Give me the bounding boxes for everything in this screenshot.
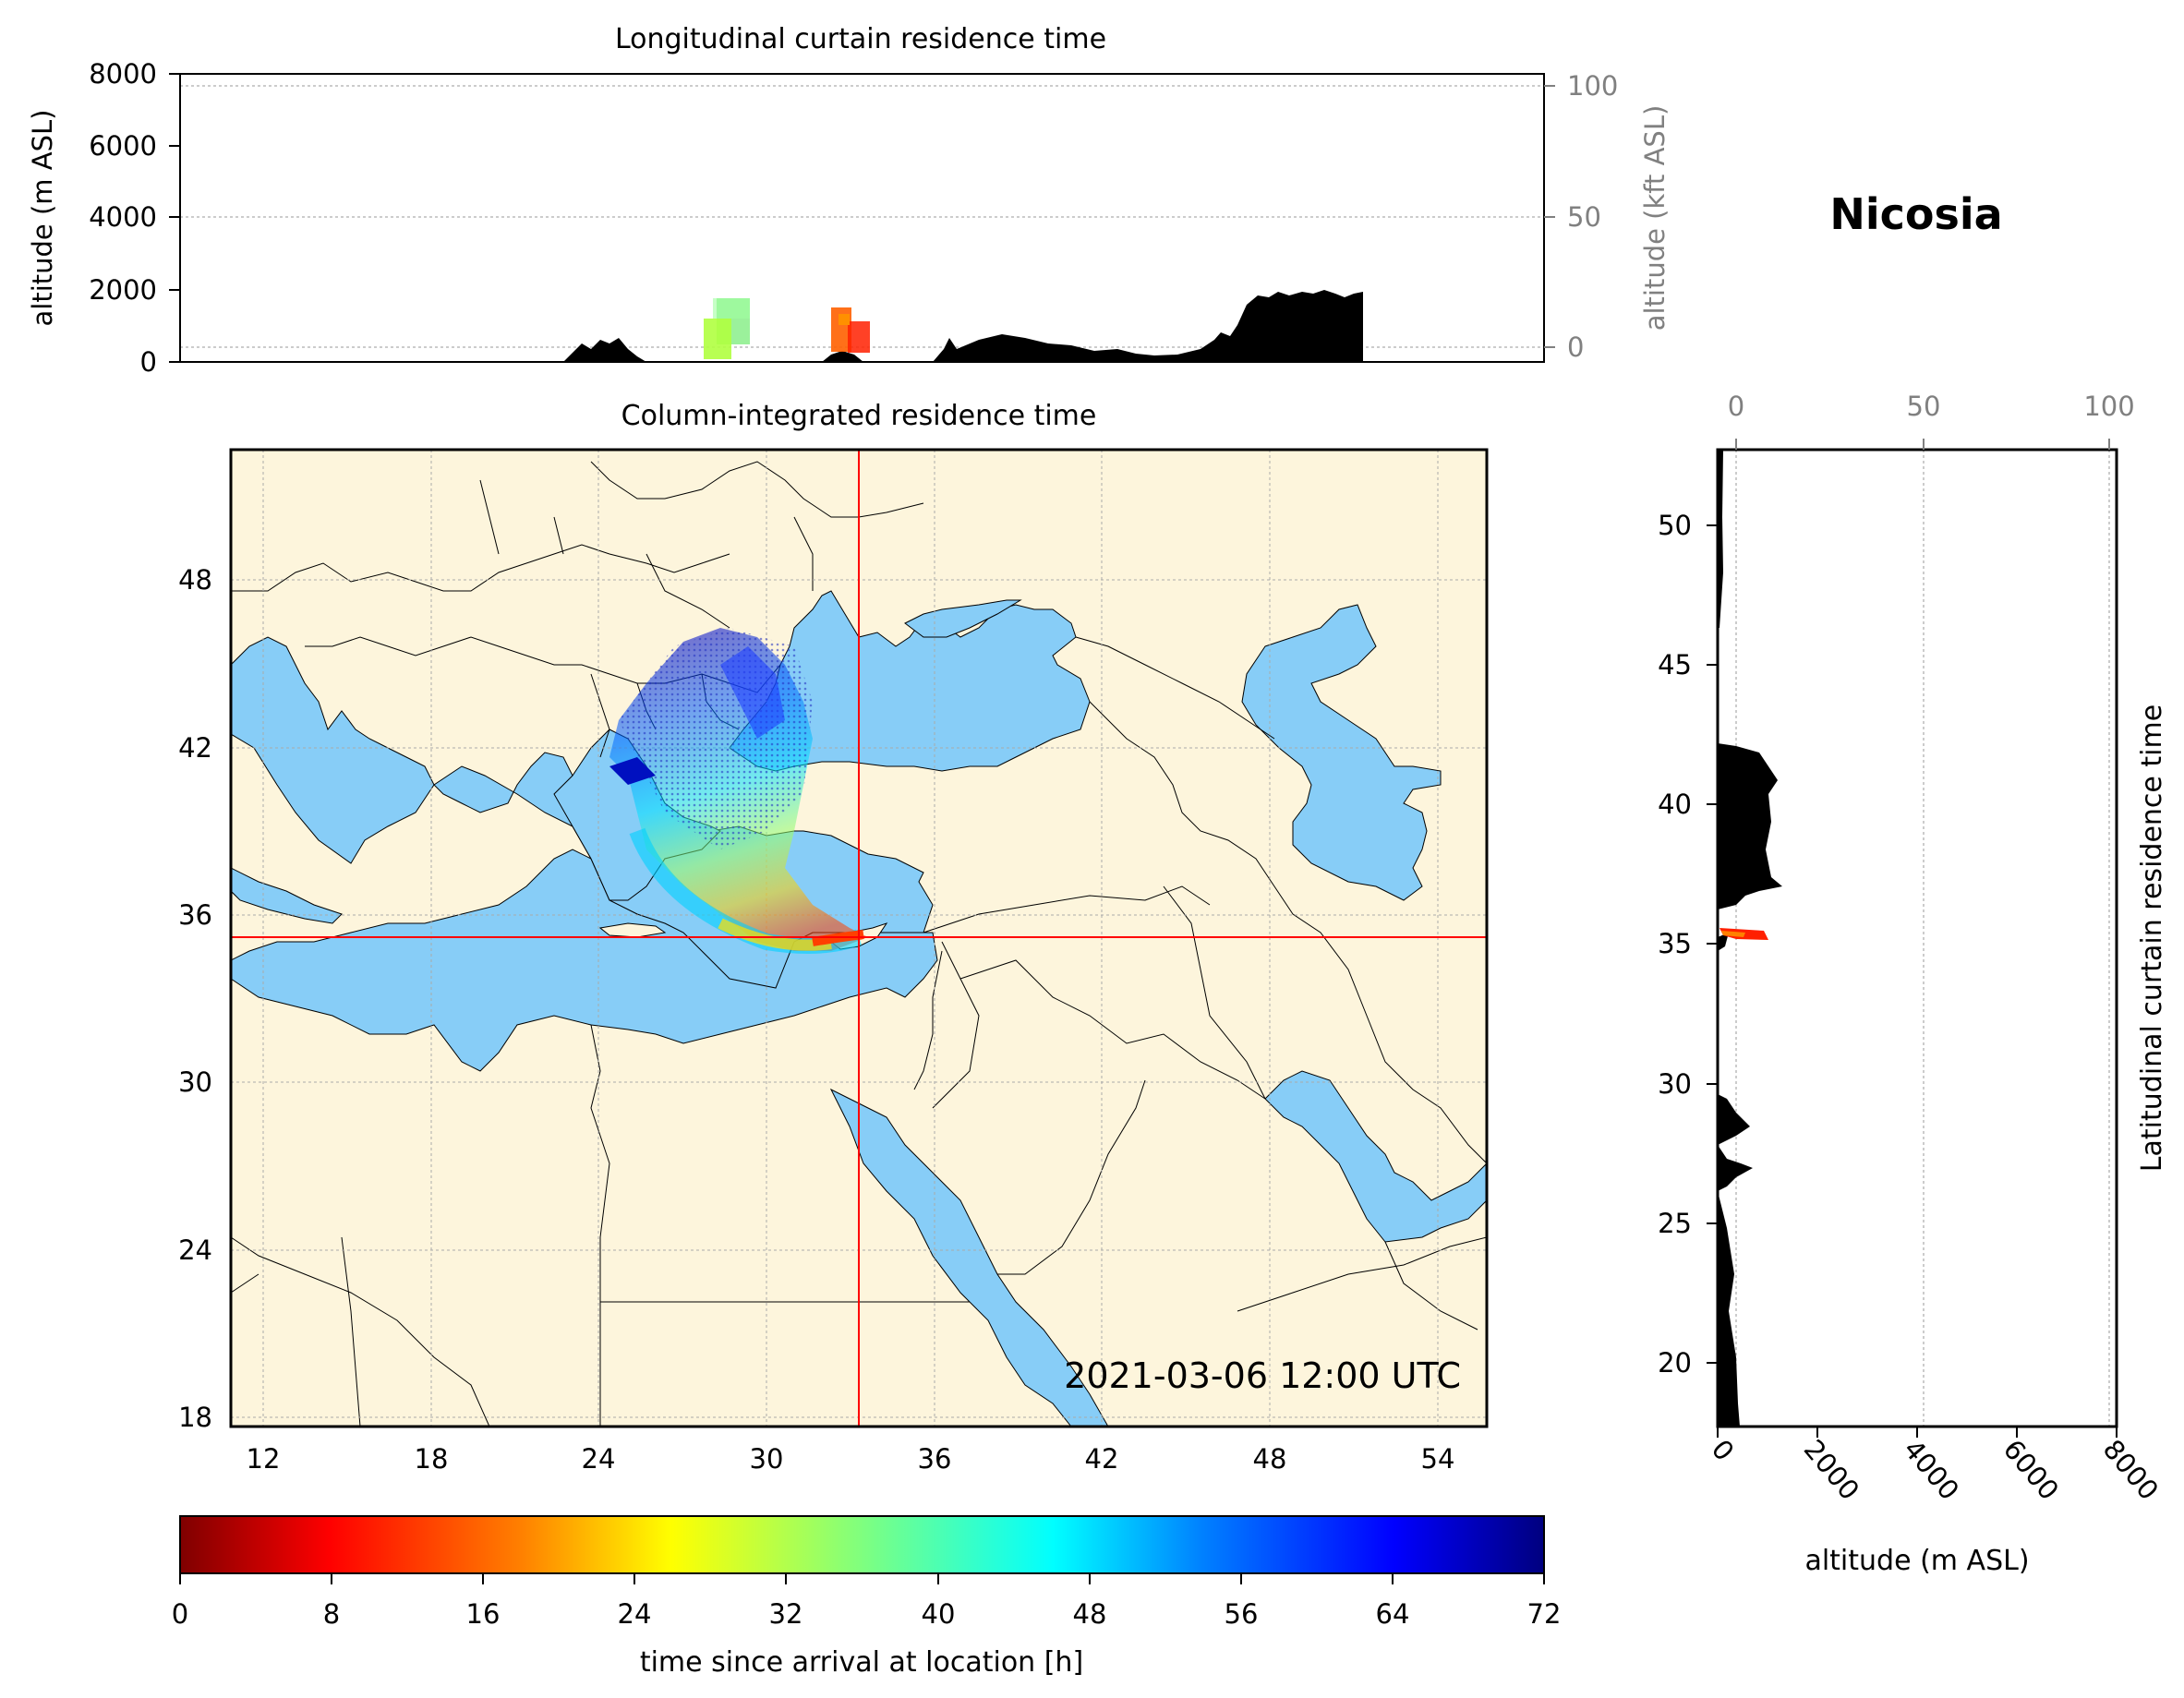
right-yaxis: 20 25 30 35 40 45 50	[1658, 510, 1718, 1379]
ytick-label: 2000	[89, 274, 157, 306]
colorbar-ticks	[179, 1573, 1545, 1584]
colorbar-tick-label: 8	[323, 1598, 340, 1630]
colorbar-tick-label: 0	[172, 1598, 188, 1630]
right-panel-label: Latitudinal curtain residence time	[2136, 704, 2168, 1172]
ytick-label: 50	[1567, 201, 1601, 233]
colorbar-tick-label: 16	[466, 1598, 501, 1630]
ytick-label: 0	[140, 346, 157, 378]
colorbar-gradient	[179, 1515, 1545, 1574]
caspian-sea	[1241, 604, 1442, 901]
ytick-label: 35	[1658, 928, 1692, 959]
map-frame	[229, 448, 1489, 1428]
top-left-yaxis: 0 2000 4000 6000 8000	[89, 58, 180, 378]
plume-curtain-longitudinal	[704, 298, 870, 359]
top-ylabel-left: altitude (m ASL)	[27, 110, 58, 327]
crete-island	[598, 922, 667, 938]
colorbar-tick-label: 72	[1527, 1598, 1562, 1630]
xtick-label: 48	[1253, 1443, 1287, 1475]
xtick-label: 6000	[1997, 1434, 2065, 1506]
xtick-label: 24	[582, 1443, 616, 1475]
colorbar-tick-label: 40	[922, 1598, 956, 1630]
map-xaxis: 12 18 24 30 36 42 48 54	[247, 1443, 1455, 1475]
xtick-label: 54	[1421, 1443, 1455, 1475]
xtick-label: 0	[1728, 391, 1744, 422]
xtick-label: 2000	[1798, 1434, 1865, 1506]
xtick-label: 30	[750, 1443, 784, 1475]
top-ylabel-right: altitude (kft ASL)	[1639, 105, 1671, 331]
ytick-label: 18	[178, 1402, 212, 1433]
map-title: Column-integrated residence time	[621, 400, 1097, 432]
xtick-label: 8000	[2097, 1434, 2165, 1506]
ytick-label: 0	[1567, 331, 1584, 363]
ytick-label: 48	[178, 564, 212, 596]
top-right-yaxis: 0 50 100	[1544, 70, 1618, 363]
colorbar: 0 8 16 24 32 40 48 56 64 72 time since a…	[172, 1515, 1562, 1679]
xtick-label: 12	[247, 1443, 281, 1475]
map-panel: 2021-03-06 12:00 UTC	[231, 450, 1487, 1427]
right-panel-frame	[1716, 448, 2118, 1428]
terrain-profile-longitudinal	[563, 290, 1363, 362]
colorbar-tick-label: 48	[1073, 1598, 1107, 1630]
black-sea	[729, 590, 1091, 772]
ytick-label: 30	[1658, 1068, 1692, 1100]
xtick-label: 4000	[1898, 1434, 1965, 1506]
colorbar-tick-label: 24	[618, 1598, 652, 1630]
xtick-label: 50	[1907, 391, 1941, 422]
ytick-label: 8000	[89, 58, 157, 90]
location-title: Nicosia	[1829, 189, 2002, 239]
top-panel: Longitudinal curtain residence time 0 20…	[27, 23, 1671, 378]
timestamp-label: 2021-03-06 12:00 UTC	[1064, 1355, 1461, 1396]
ytick-label: 40	[1658, 789, 1692, 820]
right-bottom-xaxis: 0 2000 4000 6000 8000	[1706, 1427, 2165, 1506]
xtick-label: 100	[2083, 391, 2134, 422]
xtick-label: 42	[1085, 1443, 1119, 1475]
right-top-xaxis: 0 50 100	[1728, 391, 2135, 450]
colorbar-tick-label: 56	[1225, 1598, 1259, 1630]
right-xlabel: altitude (m ASL)	[1804, 1545, 2029, 1577]
colorbar-tick-label: 64	[1376, 1598, 1410, 1630]
plume-curtain-latitudinal-core	[1721, 931, 1745, 937]
terrain-profile-latitudinal	[1718, 450, 1782, 1427]
right-panel: 20 25 30 35 40 45 50 0 50 100 0 2000 40 0	[1658, 391, 2168, 1577]
colorbar-tick-label: 32	[769, 1598, 803, 1630]
ytick-label: 30	[178, 1066, 212, 1098]
xtick-label: 0	[1706, 1434, 1741, 1467]
sea-of-azov	[904, 599, 1022, 638]
ytick-label: 50	[1658, 510, 1692, 541]
ytick-label: 100	[1567, 70, 1618, 102]
ytick-label: 45	[1658, 649, 1692, 680]
ytick-label: 4000	[89, 201, 157, 233]
xtick-label: 18	[415, 1443, 449, 1475]
map-yaxis: 18 24 30 36 42 48	[178, 564, 212, 1433]
persian-gulf	[1264, 1070, 1487, 1243]
red-sea	[829, 1088, 1109, 1427]
ytick-label: 24	[178, 1234, 212, 1266]
ytick-label: 42	[178, 732, 212, 764]
ytick-label: 20	[1658, 1347, 1692, 1379]
ytick-label: 6000	[89, 130, 157, 162]
xtick-label: 36	[918, 1443, 952, 1475]
top-panel-title: Longitudinal curtain residence time	[615, 23, 1106, 55]
ytick-label: 36	[178, 899, 212, 931]
ytick-label: 25	[1658, 1208, 1692, 1239]
colorbar-label: time since arrival at location [h]	[640, 1646, 1083, 1679]
